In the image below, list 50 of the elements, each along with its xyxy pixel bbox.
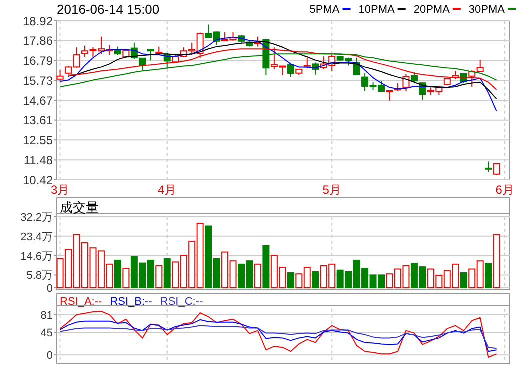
series-label: RSI_C:-- <box>160 296 204 308</box>
candlestick <box>147 49 154 62</box>
line-series <box>60 311 498 358</box>
bar <box>254 264 262 288</box>
y-tick-label: 5.8万 <box>26 270 53 282</box>
y-tick-label: 12.55 <box>22 133 54 148</box>
chart-title: 2016-06-14 15:00 <box>57 2 160 17</box>
bar <box>156 265 163 288</box>
candlestick <box>485 161 492 172</box>
x-tick-label: 3月 <box>50 183 70 197</box>
y-tick-label: 0 <box>46 282 53 295</box>
y-tick-label: 18.92 <box>22 14 54 28</box>
bar <box>262 245 270 288</box>
y-tick-label: 17.86 <box>22 34 54 48</box>
y-tick-label: 81 <box>40 310 53 322</box>
bar <box>460 272 468 288</box>
bar <box>287 272 294 288</box>
y-tick-label: 0 <box>46 350 53 362</box>
candlestick <box>287 64 294 78</box>
y-tick-label: 14.6万 <box>20 250 53 263</box>
x-tick-label: 5月 <box>322 183 342 197</box>
y-tick-label: 10.42 <box>22 173 54 188</box>
legend-label: 20PMA <box>414 4 451 16</box>
y-tick-label: 32.2万 <box>20 212 53 224</box>
x-tick-label: 4月 <box>158 183 177 197</box>
bar <box>164 258 171 288</box>
y-tick-label: 16.79 <box>22 54 54 68</box>
bar <box>485 263 492 288</box>
series-label: RSI_B:-- <box>110 296 153 308</box>
y-tick-label: 15.73 <box>22 74 54 88</box>
series-label: RSI_A:-- <box>60 296 103 308</box>
y-tick-label: 14.67 <box>22 94 54 108</box>
bar <box>312 271 320 288</box>
candlestick <box>410 72 418 84</box>
y-tick-label: 11.48 <box>24 153 54 168</box>
bar <box>493 234 500 288</box>
bar <box>114 260 122 288</box>
y-tick-label: 23.4万 <box>20 231 53 244</box>
candlestick <box>386 90 394 102</box>
chart-title: 成交量 <box>60 200 99 215</box>
x-tick-label: 6月 <box>496 183 514 197</box>
legend-label: 30PMA <box>468 4 506 16</box>
legend-label: 10PMA <box>358 4 396 16</box>
line-series <box>60 319 498 352</box>
candlestick <box>493 163 500 176</box>
y-tick-label: 13.61 <box>22 114 54 128</box>
bar <box>122 268 130 288</box>
line-series <box>60 325 498 350</box>
y-tick-label: 45 <box>40 328 53 340</box>
legend-label: 5PMA <box>310 4 340 16</box>
